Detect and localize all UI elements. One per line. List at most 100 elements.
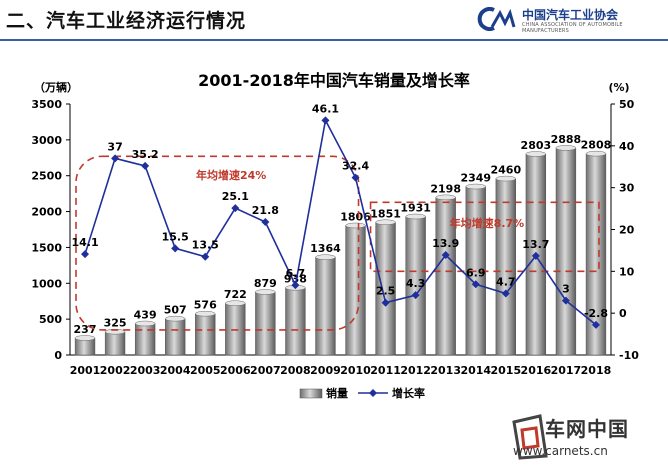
bar-top (495, 175, 516, 182)
logo-subtext: CHINA ASSOCIATION OF AUTOMOBILE MANUFACT… (522, 22, 623, 34)
bar-top (195, 310, 216, 317)
y-left-tick-label: 2500 (31, 170, 62, 183)
bar-top (315, 254, 336, 260)
bar-sales (315, 256, 336, 356)
x-tick-label: 2005 (190, 364, 221, 377)
growth-rate-point (411, 291, 420, 300)
growth-rate-label: 21.8 (252, 204, 279, 217)
bar-value-label: 2460 (490, 164, 521, 177)
growth-rate-point (591, 320, 600, 329)
bar-top (555, 145, 577, 151)
y-left-tick-label: 1000 (31, 277, 62, 290)
growth-rate-label: -2.8 (584, 307, 608, 320)
bar-top (225, 300, 246, 306)
bar-top (134, 320, 156, 327)
section-title: 二、汽车工业经济运行情况 (6, 10, 247, 32)
growth-rate-label: 4.3 (406, 277, 426, 290)
x-tick-label: 2001 (70, 364, 101, 377)
growth-rate-point (351, 173, 360, 182)
legend-line-label: 增长率 (392, 386, 425, 400)
carnets-logo-icon (512, 414, 548, 460)
y-left-tick-label: 1500 (31, 241, 62, 254)
bar-sales (165, 318, 186, 356)
watermark-url: www.carnets.cn (513, 444, 608, 458)
bar-value-label: 879 (254, 277, 277, 290)
x-tick-label: 2017 (551, 364, 582, 377)
annotation-label: 年均增速24% (196, 168, 266, 182)
page-header: 二、汽车工业经济运行情况 中国汽车工业协会 CHINA ASSOCIATION … (0, 0, 668, 41)
growth-rate-point (321, 116, 330, 125)
y-left-unit: （万辆） (34, 80, 78, 94)
growth-rate-point (201, 252, 210, 261)
growth-rate-point (531, 251, 540, 260)
y-right-tick-label: 50 (619, 98, 635, 111)
growth-rate-label: 4.7 (496, 276, 516, 289)
bar-sales (104, 331, 126, 356)
bar-sales (555, 147, 577, 356)
bar-value-label: 1364 (310, 242, 341, 255)
x-tick-label: 2013 (430, 364, 461, 377)
bar-value-label: 2198 (430, 182, 461, 195)
growth-rate-label: 3 (562, 283, 570, 296)
x-tick-label: 2010 (340, 364, 371, 377)
x-tick-label: 2012 (400, 364, 431, 377)
y-right-tick-label: 10 (619, 265, 635, 278)
annotation-box-2011-2018 (369, 201, 600, 273)
legend-bar-label: 销量 (326, 386, 348, 400)
bar-sales (285, 287, 306, 356)
bar-sales (255, 291, 276, 356)
y-right-tick-label: 0 (619, 307, 627, 320)
growth-rate-label: 13.9 (432, 237, 459, 250)
y-left-tick-label: 500 (39, 313, 62, 326)
x-tick-label: 2016 (521, 364, 552, 377)
x-tick-label: 2011 (370, 364, 401, 377)
growth-rate-point (561, 296, 570, 305)
bar-value-label: 722 (224, 288, 247, 301)
bar-top (405, 213, 426, 220)
growth-rate-label: 37 (107, 140, 122, 153)
chart-title: 2001-2018年中国汽车销量及增长率 (198, 71, 470, 90)
header-rule (0, 39, 668, 41)
bar-value-label: 2808 (581, 139, 612, 152)
growth-rate-point (81, 250, 90, 259)
bar-top (465, 183, 486, 190)
y-right-tick-label: 20 (619, 224, 635, 237)
growth-rate-label: 46.1 (312, 102, 339, 115)
x-tick-label: 2018 (581, 364, 612, 377)
bar-value-label: 1851 (370, 207, 401, 220)
growth-rate-point (171, 244, 180, 253)
bar-value-label: 507 (164, 304, 187, 317)
y-left-tick-label: 0 (54, 349, 62, 362)
growth-rate-label: 2.5 (376, 285, 396, 298)
growth-rate-label: 15.5 (162, 230, 189, 243)
bar-top (255, 289, 276, 295)
bar-sales (495, 178, 516, 356)
bar-value-label: 439 (134, 309, 157, 322)
growth-rate-point (231, 204, 240, 213)
growth-rate-point (471, 280, 480, 289)
bar-top (375, 219, 396, 226)
bar-sales (345, 225, 366, 356)
growth-rate-label: 25.1 (222, 190, 249, 203)
growth-rate-point (111, 154, 120, 163)
bar-top (345, 222, 366, 229)
growth-rate-label: 6.7 (286, 267, 306, 280)
x-tick-label: 2007 (250, 364, 281, 377)
growth-rate-point (261, 217, 270, 226)
bar-value-label: 938 (284, 273, 307, 286)
bar-value-label: 2888 (551, 133, 582, 146)
bar-top (165, 315, 186, 322)
bar-value-label: 1931 (400, 202, 431, 215)
growth-rate-label: 13.7 (522, 238, 549, 251)
y-right-tick-label: 30 (619, 182, 635, 195)
bar-sales (134, 323, 156, 356)
x-tick-label: 2014 (460, 364, 491, 377)
growth-rate-label: 35.2 (132, 148, 159, 161)
bar-sales (195, 313, 216, 356)
bar-value-label: 576 (194, 299, 217, 312)
x-tick-label: 2004 (160, 364, 191, 377)
growth-rate-point (381, 298, 390, 307)
y-left-tick-label: 2000 (31, 206, 62, 219)
x-tick-label: 2006 (220, 364, 251, 377)
growth-rate-label: 13.5 (192, 239, 219, 252)
